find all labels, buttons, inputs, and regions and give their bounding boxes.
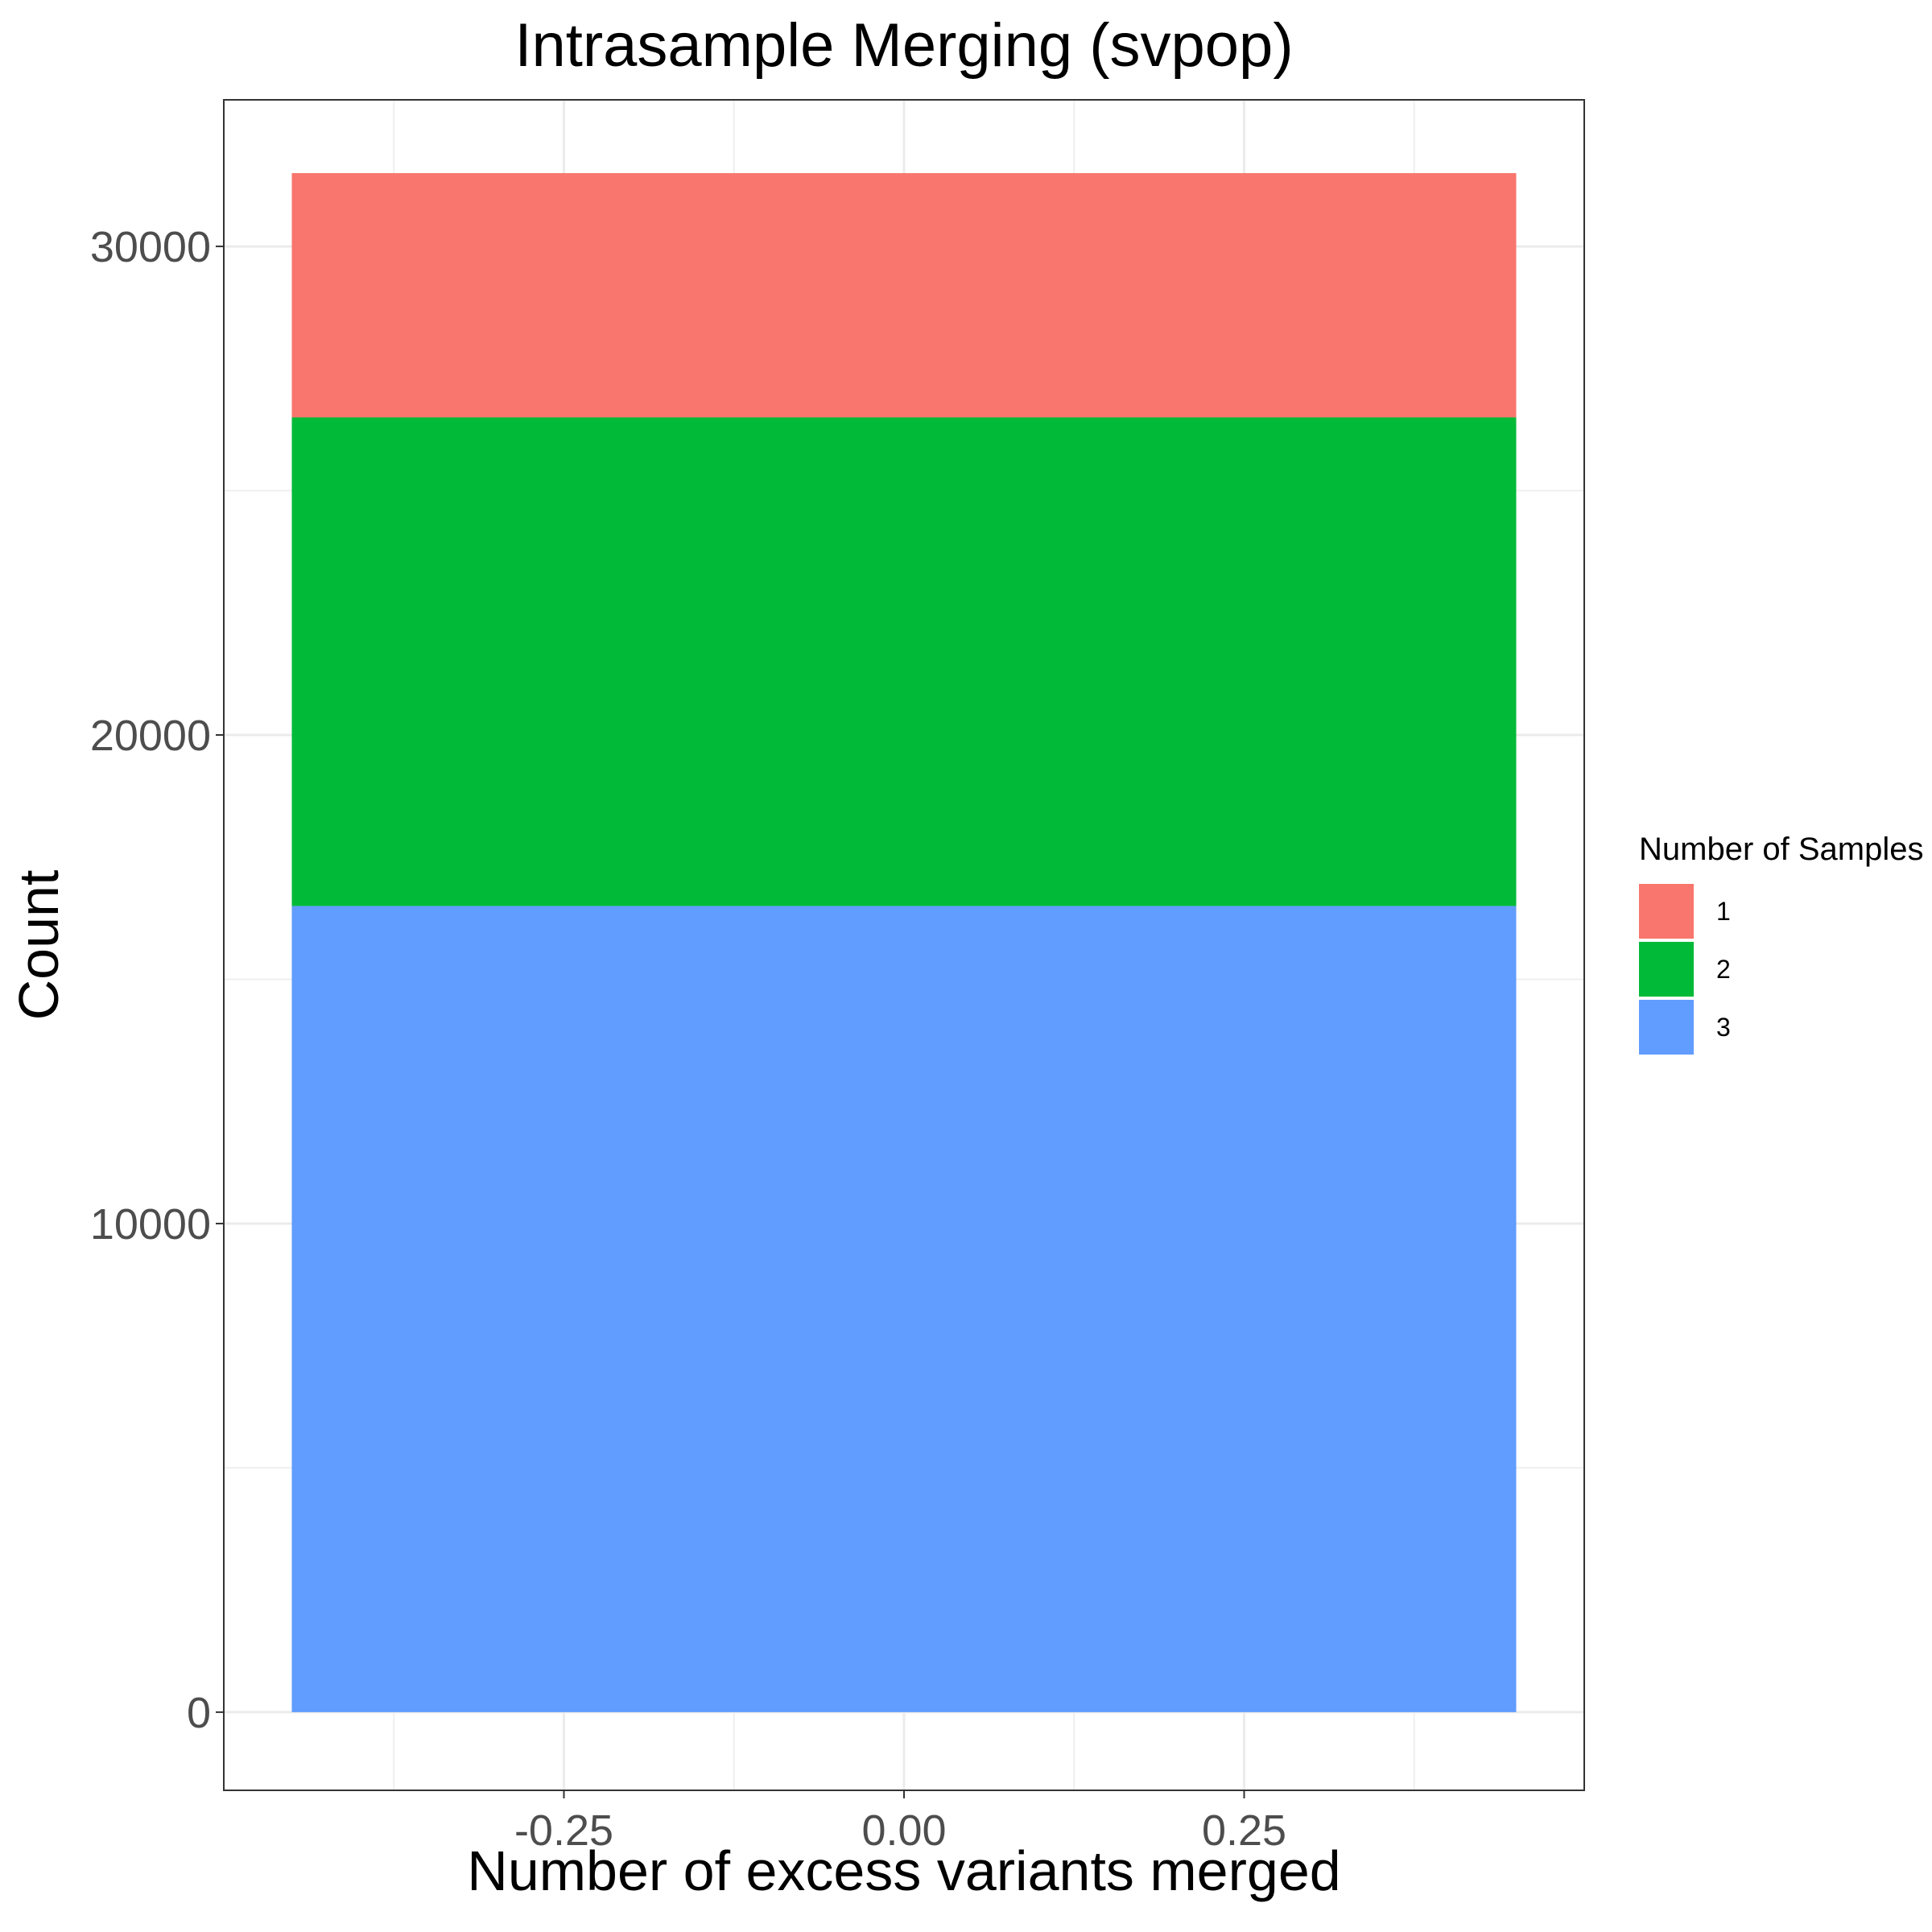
x-tick-label-1: 0.00 — [861, 1806, 946, 1855]
chart-title: Intrasample Merging (svpop) — [514, 11, 1293, 80]
x-tick-label-0: -0.25 — [514, 1806, 613, 1855]
bar-segment-1 — [291, 173, 1517, 418]
legend-key-2 — [1639, 942, 1694, 997]
legend-label-2: 2 — [1716, 955, 1731, 984]
x-axis: -0.25 0.00 0.25 — [514, 1790, 1286, 1855]
bar-segment-3 — [291, 906, 1517, 1712]
legend-label-3: 3 — [1716, 1013, 1731, 1042]
y-tick-label-0: 0 — [187, 1689, 211, 1737]
x-axis-title: Number of excess variants merged — [467, 1839, 1340, 1902]
legend: Number of Samples 1 2 3 — [1639, 832, 1923, 1055]
x-tick-label-2: 0.25 — [1202, 1806, 1286, 1855]
legend-key-3 — [1639, 1000, 1694, 1055]
y-axis: 0 10000 20000 30000 — [90, 223, 224, 1737]
legend-label-1: 1 — [1716, 897, 1731, 926]
legend-key-1 — [1639, 884, 1694, 939]
bars — [291, 173, 1517, 1712]
y-tick-label-3: 30000 — [90, 223, 211, 271]
y-axis-title: Count — [7, 870, 70, 1021]
bar-segment-2 — [291, 417, 1517, 906]
y-tick-label-2: 20000 — [90, 712, 211, 760]
legend-title: Number of Samples — [1639, 832, 1923, 867]
y-tick-label-1: 10000 — [90, 1200, 211, 1249]
